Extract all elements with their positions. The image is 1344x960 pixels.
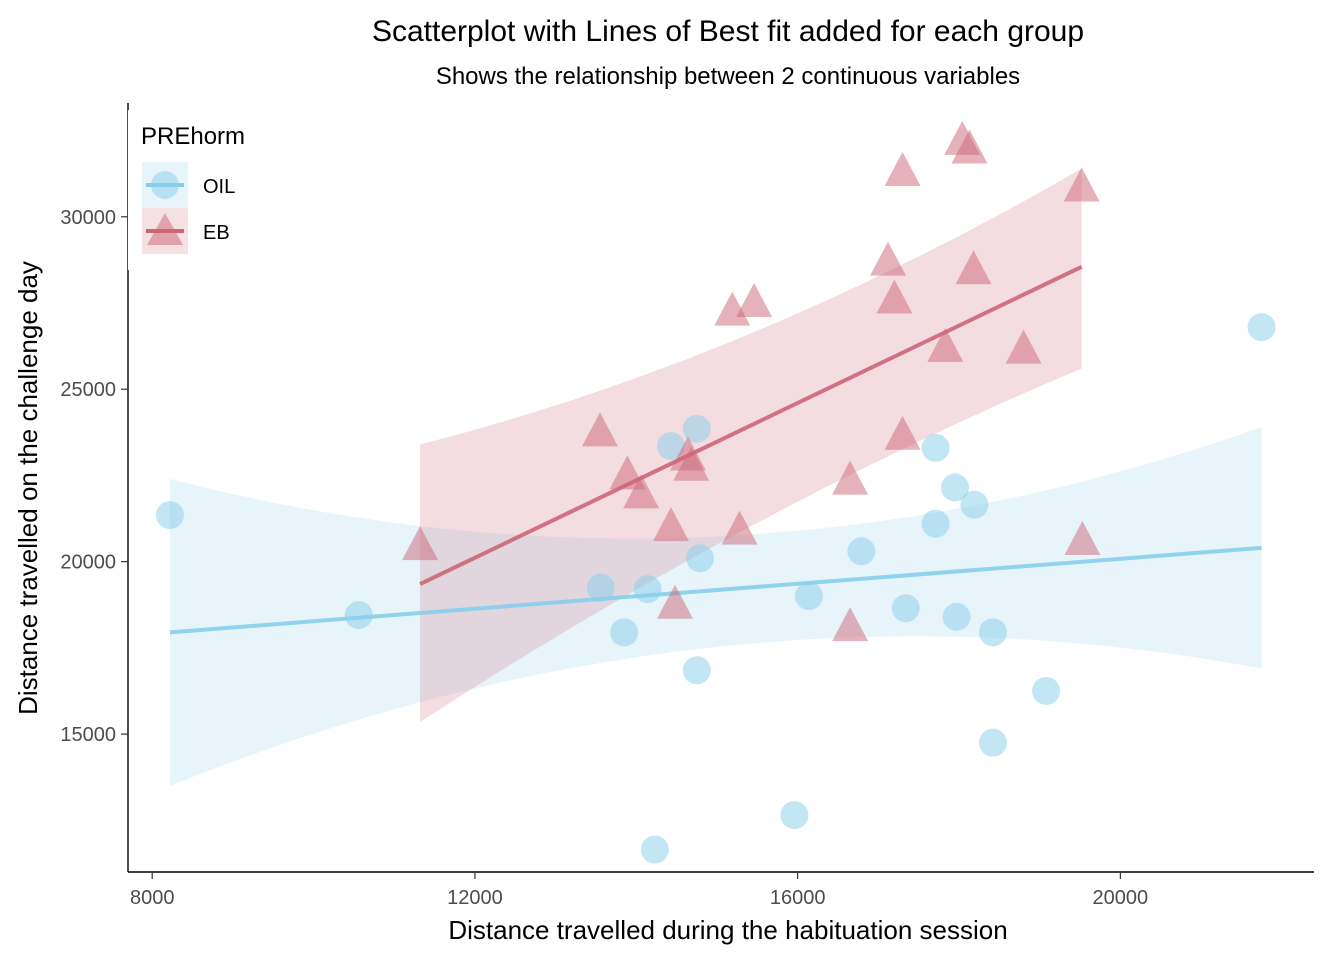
data-point-oil [1032,676,1061,705]
data-point-eb [623,474,660,509]
data-point-oil [978,728,1007,757]
confidence-band-eb [420,168,1082,722]
data-point-oil [921,433,950,462]
data-point-eb [951,129,988,164]
legend-keys: OIL EB [142,162,235,254]
data-point-oil [682,656,711,685]
data-point-eb [884,415,921,450]
data-point-oil [940,473,969,502]
x-tick-label: 20000 [1093,887,1149,909]
data-point-oil [640,835,669,864]
y-tick-label: 30000 [60,207,116,229]
legend-title: PREhorm [141,123,245,150]
data-point-oil [978,618,1007,647]
y-tick-label: 20000 [60,552,116,574]
data-point-oil [960,490,989,519]
x-axis-title: Distance travelled during the habituatio… [448,915,1007,945]
x-tick-label: 16000 [770,887,826,909]
y-tick-label: 15000 [60,724,116,746]
plot-area [155,120,1276,864]
data-point-oil [891,594,920,623]
legend-label-oil: OIL [203,176,235,198]
x-tick-label: 12000 [447,887,503,909]
data-point-oil [794,582,823,611]
x-tick-label: 8000 [130,887,175,909]
data-point-oil [921,509,950,538]
chart-title: Scatterplot with Lines of Best fit added… [372,15,1084,48]
data-point-oil [1247,313,1276,342]
legend: PREhorm OIL EB [128,110,278,270]
data-point-eb [609,455,646,490]
data-point-eb [581,412,618,447]
x-axis-ticks: 8000 12000 16000 20000 [130,872,1148,909]
data-point-eb [832,460,869,495]
data-point-eb [884,151,921,186]
legend-key-circle [151,171,179,199]
legend-key-oil: OIL [142,162,235,208]
data-point-eb [714,291,751,326]
fit-line-eb [419,264,1083,586]
data-point-oil [686,544,715,573]
data-point-oil [633,575,662,604]
data-point-eb [955,250,992,285]
data-point-oil [780,801,809,830]
data-point-oil [682,414,711,443]
data-point-oil [847,537,876,566]
y-tick-label: 25000 [60,379,116,401]
chart-subtitle: Shows the relationship between 2 continu… [436,63,1020,90]
legend-key-eb: EB [142,208,230,254]
data-point-eb [927,327,964,362]
data-point-eb [652,507,689,542]
data-point-eb [832,607,869,642]
data-point-eb [721,510,758,545]
data-point-eb [870,241,907,276]
legend-key-triangle [147,213,183,245]
data-point-eb [1063,167,1100,202]
data-point-eb [736,283,773,318]
data-point-oil [344,601,373,630]
data-point-oil [155,501,184,530]
data-point-eb [876,279,913,314]
data-point-eb [402,526,439,561]
data-point-eb [1005,329,1042,364]
data-point-oil [610,618,639,647]
data-point-eb [673,446,710,481]
data-point-oil [586,573,615,602]
y-axis-title: Distance travelled on the challenge day [13,261,43,715]
data-point-oil [942,602,971,631]
data-point-eb [1064,520,1101,555]
confidence-band-oil [169,427,1262,786]
legend-label-eb: EB [203,222,230,244]
y-axis-ticks: 15000 20000 25000 30000 [60,207,128,746]
data-point-oil [656,432,685,461]
data-point-eb [657,584,694,619]
